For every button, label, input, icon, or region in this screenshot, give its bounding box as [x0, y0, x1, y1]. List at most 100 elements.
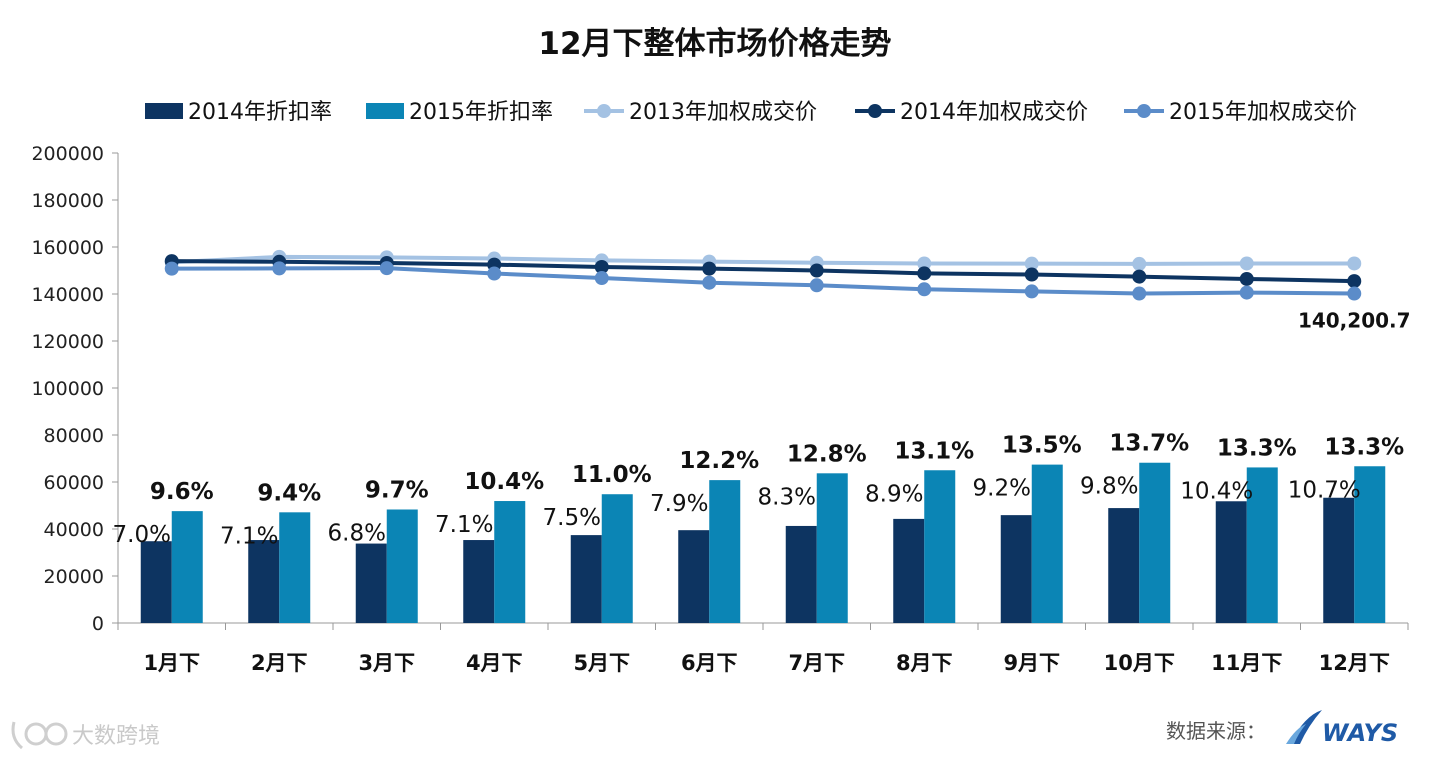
x-tick-label: 10月下 — [1104, 651, 1175, 675]
line-point-2015 — [272, 261, 287, 276]
data-label-2015-discount: 12.8% — [787, 441, 867, 467]
data-label-2015-discount: 9.4% — [257, 480, 321, 506]
line-end-label: 140,200.7 — [1298, 309, 1411, 333]
legend: 2014年折扣率 2015年折扣率 2013年加权成交价 2014年加权成交价 2015… — [145, 100, 1357, 125]
y-tick-label: 120000 — [31, 331, 104, 353]
line-point-2014 — [1347, 274, 1362, 289]
data-label-2014-discount: 9.2% — [973, 476, 1031, 502]
line-point-2014 — [809, 263, 824, 278]
x-tick-label: 8月下 — [896, 651, 953, 675]
data-label-2015-discount: 13.3% — [1324, 434, 1404, 460]
line-point-2014 — [1024, 267, 1039, 282]
data-label-2014-discount: 7.1% — [435, 512, 493, 538]
x-tick-label: 6月下 — [681, 651, 738, 675]
y-tick-label: 160000 — [31, 237, 104, 259]
x-tick-label: 9月下 — [1003, 651, 1060, 675]
bar-2015-discount — [1031, 464, 1063, 623]
line-point-2015 — [164, 261, 179, 276]
x-tick-label: 12月下 — [1319, 651, 1390, 675]
line-2013-price — [171, 254, 1355, 266]
bar-2015-discount — [924, 470, 956, 623]
line-point-2015 — [917, 282, 932, 297]
y-tick-label: 60000 — [44, 472, 104, 494]
bar-2015-discount — [386, 509, 418, 623]
data-labels: 7.0%9.6%7.1%9.4%6.8%9.7%7.1%10.4%7.5%11.… — [113, 309, 1411, 550]
bar-2014-discount — [1000, 515, 1032, 623]
data-label-2014-discount: 8.3% — [758, 484, 816, 510]
data-label-2014-discount: 10.7% — [1288, 477, 1361, 503]
bar-2015-discount — [494, 501, 526, 623]
bar-2015-discount — [1139, 462, 1171, 623]
x-tick-label: 1月下 — [143, 651, 200, 675]
y-axis: 0 20000 40000 60000 80000 100000 120000 140000 1… — [31, 143, 119, 635]
legend-label: 2013年加权成交价 — [629, 100, 817, 125]
bar-2015-discount — [1354, 466, 1386, 623]
line-point-2015 — [487, 266, 502, 281]
data-label-2015-discount: 10.4% — [464, 469, 544, 495]
legend-swatch-marker — [868, 104, 882, 118]
line-point-2015 — [594, 271, 609, 286]
x-tick-label: 4月下 — [466, 651, 523, 675]
line-point-2015 — [809, 278, 824, 293]
bar-2014-discount — [1108, 508, 1140, 623]
data-label-2014-discount: 7.9% — [650, 491, 708, 517]
x-tick-label: 11月下 — [1211, 651, 1282, 675]
watermark: 大数跨境 — [11, 721, 160, 750]
line-point-2013 — [1347, 256, 1362, 271]
y-tick-label: 40000 — [44, 519, 104, 541]
y-tick-label: 100000 — [31, 378, 104, 400]
bar-2015-discount — [816, 473, 848, 623]
bar-2015-discount — [1246, 467, 1278, 623]
line-point-2015 — [702, 275, 717, 290]
data-label-2015-discount: 12.2% — [679, 448, 759, 474]
legend-swatch-marker — [597, 104, 611, 118]
y-tick-label: 80000 — [44, 425, 104, 447]
bar-2015-discount — [279, 512, 311, 623]
chart-title: 12月下整体市场价格走势 — [538, 26, 891, 62]
data-label-2014-discount: 6.8% — [328, 520, 386, 546]
source-label: 数据来源： — [1166, 719, 1266, 743]
line-point-2013 — [1239, 256, 1254, 271]
brand-name: WAYS — [1322, 719, 1398, 747]
bar-2014-discount — [785, 525, 817, 623]
line-point-2015 — [1239, 285, 1254, 300]
bar-2014-discount — [140, 541, 172, 623]
line-point-2015 — [379, 261, 394, 276]
bar-2015-discount — [601, 494, 633, 623]
data-label-2015-discount: 13.1% — [894, 438, 974, 464]
line-point-2014 — [917, 266, 932, 281]
bar-2014-discount — [570, 535, 602, 623]
line-point-2014 — [594, 259, 609, 274]
x-tick-label: 3月下 — [358, 651, 415, 675]
bar-2014-discount — [248, 540, 280, 623]
x-tick-label: 2月下 — [251, 651, 308, 675]
line-point-2014 — [1132, 269, 1147, 284]
y-tick-label: 20000 — [44, 566, 104, 588]
data-label-2014-discount: 10.4% — [1180, 478, 1253, 504]
line-point-2014 — [702, 261, 717, 276]
x-tick-label: 5月下 — [573, 651, 630, 675]
line-point-2013 — [1024, 256, 1039, 271]
data-label-2014-discount: 9.8% — [1080, 474, 1138, 500]
data-label-2015-discount: 9.7% — [365, 477, 429, 503]
y-tick-label: 180000 — [31, 190, 104, 212]
line-point-2015 — [1132, 286, 1147, 301]
line-2015-price — [171, 266, 1355, 296]
bar-2014-discount — [355, 543, 387, 623]
legend-label: 2015年加权成交价 — [1169, 100, 1357, 125]
data-label-2015-discount: 11.0% — [572, 462, 652, 488]
y-tick-label: 200000 — [31, 143, 104, 165]
watermark-text: 大数跨境 — [72, 724, 160, 749]
data-label-2014-discount: 7.1% — [220, 523, 278, 549]
line-point-2015 — [1024, 284, 1039, 299]
ways-logo-icon — [1286, 710, 1322, 744]
bar-2014-discount — [463, 540, 495, 623]
legend-label: 2015年折扣率 — [409, 100, 553, 125]
data-label-2014-discount: 7.5% — [543, 505, 601, 531]
legend-swatch-bar — [366, 103, 404, 119]
line-point-2013 — [917, 256, 932, 271]
x-axis: 1月下 2月下 3月下 4月下 5月下 6月下 7月下 8月下 9月下 10月下 11月下 12月下 — [117, 622, 1409, 675]
line-point-2013 — [1132, 256, 1147, 271]
bar-2014-discount — [1215, 501, 1247, 623]
